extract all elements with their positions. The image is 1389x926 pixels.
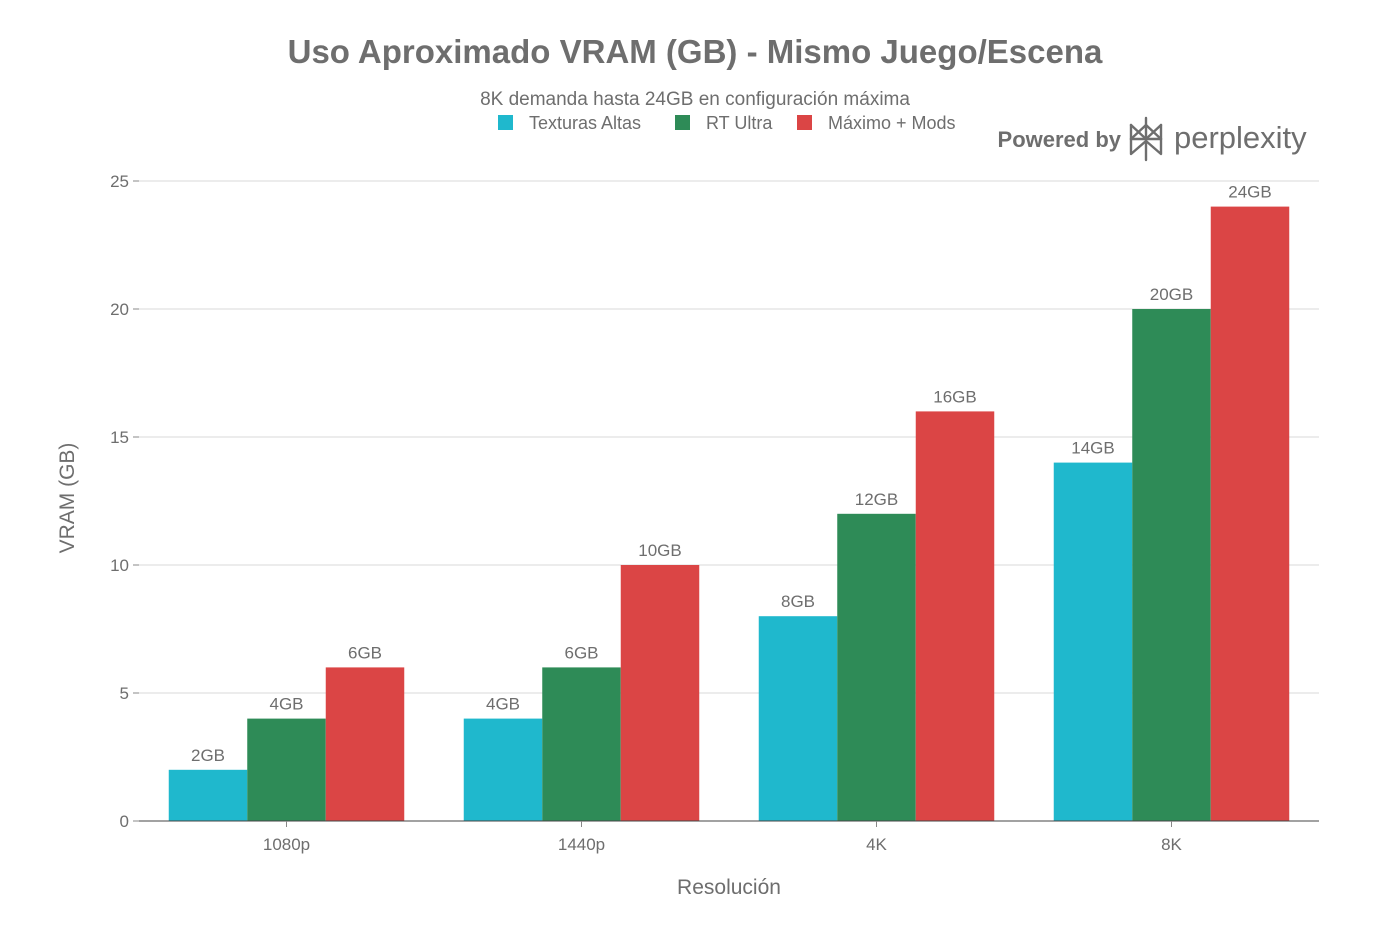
bar-8K-2 — [1210, 206, 1290, 822]
bar-labels: 2GB 4GB 6GB 4GB 6GB 10GB 8GB 12GB 16GB 14GB 20GB 24… — [191, 183, 1272, 765]
data-label-8K-2: 24GB — [1228, 183, 1271, 202]
data-label-4K-2: 16GB — [933, 387, 976, 406]
perplexity-logo-icon — [1129, 116, 1163, 162]
bar-1080p-2 — [325, 667, 405, 821]
branding: Powered by perplexity — [998, 116, 1307, 162]
x-axis-title: Resolución — [677, 876, 781, 899]
data-label-1440p-1: 6GB — [564, 643, 598, 662]
chart-subtitle: 8K demanda hasta 24GB en configuración m… — [480, 89, 910, 110]
data-label-4K-1: 12GB — [855, 490, 898, 509]
y-tick-label-0: 0 — [120, 812, 129, 831]
bar-1080p-0 — [168, 769, 248, 821]
powered-by-text: Powered by — [998, 127, 1122, 152]
chart-title: Uso Aproximado VRAM (GB) - Mismo Juego/E… — [288, 33, 1103, 70]
perplexity-brand-name: perplexity — [1174, 120, 1307, 155]
legend: Texturas Altas RT Ultra Máximo + Mods — [498, 113, 956, 133]
data-label-8K-0: 14GB — [1071, 439, 1114, 458]
y-tick-label-15: 15 — [110, 428, 129, 447]
y-tick-label-5: 5 — [120, 684, 129, 703]
bar-4K-2 — [915, 411, 995, 821]
legend-swatch-1 — [675, 115, 690, 130]
data-label-1080p-2: 6GB — [348, 643, 382, 662]
y-tick-label-20: 20 — [110, 300, 129, 319]
bar-8K-1 — [1132, 309, 1211, 821]
bar-8K-0 — [1053, 462, 1133, 821]
bar-1440p-2 — [620, 565, 700, 821]
bar-1080p-1 — [247, 718, 326, 821]
x-tick-label-1440p: 1440p — [558, 835, 605, 854]
bar-4K-0 — [758, 616, 838, 821]
legend-label-0: Texturas Altas — [529, 113, 641, 133]
data-label-8K-1: 20GB — [1150, 285, 1193, 304]
y-tick-label-25: 25 — [110, 172, 129, 191]
data-label-1440p-2: 10GB — [638, 541, 681, 560]
data-label-1080p-1: 4GB — [269, 695, 303, 714]
legend-swatch-0 — [498, 115, 513, 130]
x-tick-label-1080p: 1080p — [263, 835, 310, 854]
data-label-1440p-0: 4GB — [486, 695, 520, 714]
bars — [168, 206, 1290, 822]
y-tick-label-10: 10 — [110, 556, 129, 575]
x-tick-label-8K: 8K — [1161, 835, 1182, 854]
legend-swatch-2 — [797, 115, 812, 130]
legend-label-2: Máximo + Mods — [828, 113, 956, 133]
bar-1440p-0 — [463, 718, 543, 821]
y-axis-title: VRAM (GB) — [56, 443, 79, 554]
x-axis-ticks: 1080p 1440p 4K 8K — [263, 821, 1183, 854]
legend-label-1: RT Ultra — [706, 113, 773, 133]
bar-1440p-1 — [542, 667, 621, 821]
data-label-1080p-0: 2GB — [191, 746, 225, 765]
x-tick-label-4K: 4K — [866, 835, 887, 854]
data-label-4K-0: 8GB — [781, 592, 815, 611]
y-axis-ticks: 0 5 10 15 20 25 — [110, 172, 139, 831]
bar-4K-1 — [837, 513, 916, 821]
